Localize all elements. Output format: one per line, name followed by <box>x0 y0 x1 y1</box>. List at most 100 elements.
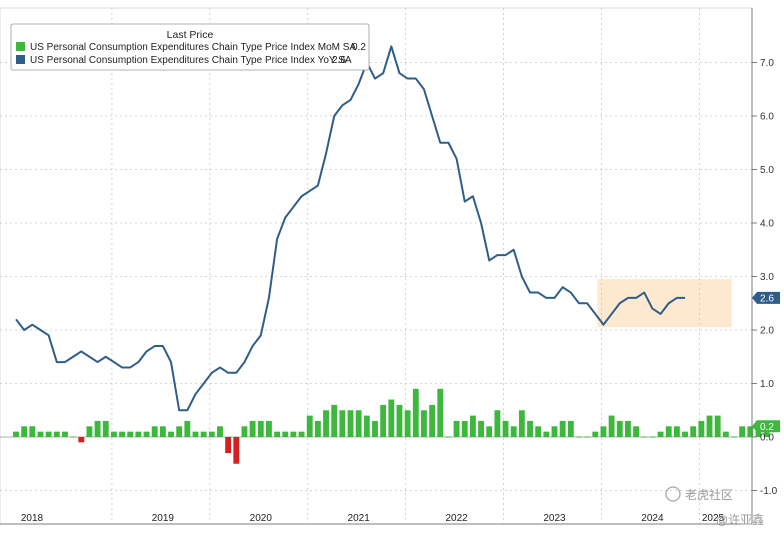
highlight-box-layer <box>597 279 732 328</box>
mom-bar <box>225 437 232 454</box>
mom-bar <box>94 420 101 437</box>
x-tick-label: 2020 <box>250 513 273 524</box>
mom-bar <box>323 410 329 437</box>
mom-bar <box>486 426 493 437</box>
mom-bar <box>494 410 501 437</box>
mom-bar <box>388 399 395 437</box>
mom-bar <box>421 410 427 437</box>
watermark: 老虎社区 @许亚鑫 <box>665 486 764 527</box>
mom-bar <box>412 388 419 437</box>
mom-bar <box>657 431 664 437</box>
x-axis-ticks: 2018 2019 2020 2021 2022 2023 2024 2025 <box>0 513 752 525</box>
y-tick-label: 4.0 <box>760 219 774 230</box>
mom-bar <box>461 420 468 437</box>
mom-bar <box>13 431 19 437</box>
mom-bar <box>527 420 533 437</box>
mom-bar <box>200 431 207 437</box>
mom-bar <box>665 426 672 437</box>
highlight-box <box>597 279 732 328</box>
plot-area <box>0 7 753 525</box>
y-tick-label: 3.0 <box>760 272 774 283</box>
mom-bar <box>45 431 52 437</box>
x-tick-label: 2024 <box>641 513 664 524</box>
mom-bar <box>86 426 93 437</box>
mom-bar <box>233 437 240 464</box>
mom-bar <box>380 404 387 437</box>
legend-label-yoy: US Personal Consumption Expenditures Cha… <box>30 55 352 66</box>
mom-bar <box>159 426 166 437</box>
mom-bar <box>396 404 403 437</box>
mom-bar <box>282 431 289 437</box>
mom-bar <box>306 415 313 437</box>
mom-bar <box>314 420 321 437</box>
x-tick-label: 2022 <box>445 513 468 524</box>
mom-bar <box>176 426 183 437</box>
mom-bar <box>53 431 60 437</box>
y-tick-label: 2.0 <box>760 326 774 337</box>
mom-bar <box>747 426 754 437</box>
mom-bar <box>110 431 117 437</box>
mom-bar <box>78 437 85 443</box>
mom-bar <box>127 431 134 437</box>
x-tick-label: 2018 <box>21 513 44 524</box>
mom-bar <box>682 431 688 437</box>
y-tick-label: 7.0 <box>760 58 774 69</box>
mom-bar <box>649 436 656 438</box>
mom-bar <box>404 410 411 437</box>
mom-bar <box>298 431 305 437</box>
mom-bar <box>102 420 109 437</box>
mom-bar <box>502 420 509 437</box>
x-tick-label: 2025 <box>702 513 725 524</box>
mom-bar <box>567 420 574 437</box>
mom-bar <box>616 420 623 437</box>
mom-bar <box>690 426 697 437</box>
last-value-labels: 2.6 0.2 <box>752 291 780 433</box>
x-tick-label: 2021 <box>348 513 371 524</box>
mom-bar <box>372 420 378 437</box>
legend-swatch-mom <box>16 42 25 51</box>
mom-bar <box>70 436 77 438</box>
mom-bar <box>62 431 68 437</box>
mom-bar <box>192 431 199 437</box>
mom-bar <box>21 426 28 437</box>
mom-bar <box>453 420 460 437</box>
mom-bar <box>714 415 721 437</box>
mom-bar <box>600 426 607 437</box>
y-tick-label: 0.0 <box>760 433 774 444</box>
mom-bar <box>469 415 476 437</box>
mom-bar <box>429 404 436 437</box>
mom-bar <box>698 420 705 437</box>
legend: Last Price US Personal Consumption Expen… <box>10 23 370 71</box>
mom-bar <box>363 415 370 437</box>
mom-bar <box>241 426 248 437</box>
mom-bar <box>274 431 281 437</box>
mom-bar <box>576 436 582 438</box>
mom-bar <box>208 431 215 437</box>
mom-bars <box>13 388 770 464</box>
legend-label-mom: US Personal Consumption Expenditures Cha… <box>30 42 356 53</box>
mom-bar <box>143 431 150 437</box>
mom-bar <box>478 420 484 437</box>
mom-bar <box>722 431 729 437</box>
mom-bar <box>584 436 591 438</box>
yoy-line <box>15 45 686 412</box>
mom-bar <box>168 431 174 437</box>
mom-bar <box>339 410 346 437</box>
mom-bar <box>673 426 680 437</box>
mom-bar <box>543 431 550 437</box>
mom-bar <box>151 426 158 437</box>
y-axis-ticks: 7.0 6.0 5.0 4.0 3.0 2.0 1.0 0.0 -1.0 <box>752 58 778 497</box>
mom-bar <box>347 410 354 437</box>
y-tick-label: 6.0 <box>760 112 774 123</box>
mom-bar <box>355 410 362 437</box>
legend-value-yoy: 2.6 <box>332 55 346 66</box>
mom-bar <box>739 426 746 437</box>
legend-box <box>10 23 370 71</box>
mom-bar <box>518 410 525 437</box>
mom-bar <box>535 426 542 437</box>
mom-bar <box>633 426 640 437</box>
y-tick-label: -1.0 <box>760 486 778 497</box>
mom-bar <box>592 431 599 437</box>
grid-layer <box>0 8 752 524</box>
